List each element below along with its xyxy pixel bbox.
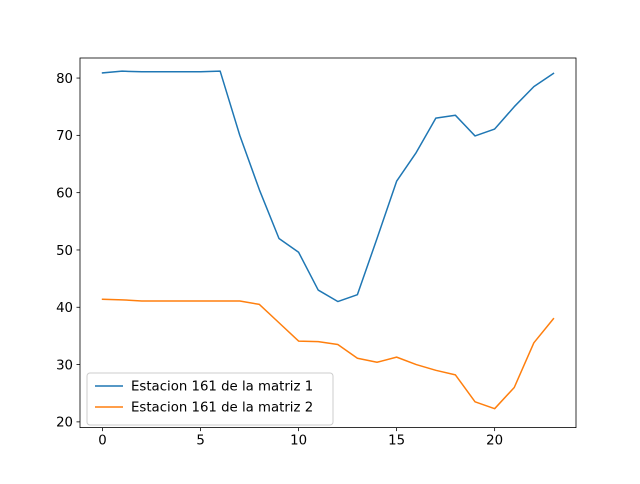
legend-label-1: Estacion 161 de la matriz 1	[131, 380, 313, 395]
x-tick-label: 0	[98, 434, 106, 449]
y-tick-label: 50	[56, 244, 73, 259]
series-line-1	[101, 70, 555, 303]
series-layer	[101, 70, 555, 410]
y-tick-label: 30	[56, 358, 73, 373]
legend-box	[86, 372, 334, 426]
x-axis: 0 5 10 15 20	[98, 427, 503, 449]
y-tick-label: 20	[56, 416, 73, 431]
plot-frame	[79, 57, 577, 429]
y-tick-label: 70	[56, 129, 73, 144]
y-tick-label: 60	[56, 186, 73, 201]
legend-label-2: Estacion 161 de la matriz 2	[131, 401, 313, 416]
series-line-2	[101, 298, 555, 410]
y-tick-label: 40	[56, 301, 73, 316]
x-tick-label: 20	[486, 434, 503, 449]
x-tick-label: 10	[290, 434, 307, 449]
y-axis: 20 30 40 50 60 70 80	[56, 72, 80, 431]
y-tick-label: 80	[56, 72, 73, 87]
x-tick-label: 5	[196, 434, 204, 449]
x-tick-label: 15	[388, 434, 405, 449]
legend: Estacion 161 de la matriz 1 Estacion 161 …	[86, 372, 334, 426]
